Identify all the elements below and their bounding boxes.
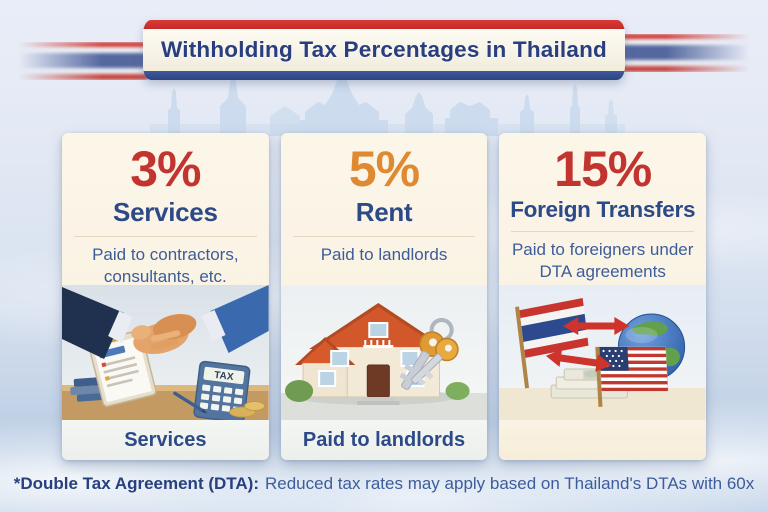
card-title: Services bbox=[113, 196, 218, 227]
ribbon-blue-stripe bbox=[143, 71, 625, 80]
ribbon-tail-left bbox=[16, 42, 148, 80]
ribbon-red-stripe bbox=[143, 20, 625, 29]
card-title: Rent bbox=[355, 196, 413, 227]
ribbon-body: Withholding Tax Percentages in Thailand bbox=[143, 29, 625, 71]
dta-footnote: *Double Tax Agreement (DTA): Reduced tax … bbox=[0, 474, 768, 494]
divider bbox=[511, 230, 695, 232]
house-with-keys-icon bbox=[280, 285, 488, 420]
divider bbox=[74, 235, 257, 237]
bangkok-skyline-silhouette bbox=[150, 73, 625, 136]
card-title: Foreign Transfers bbox=[510, 196, 696, 222]
percent-value: 15% bbox=[554, 141, 652, 197]
card-caption: Services bbox=[62, 420, 269, 460]
divider bbox=[292, 235, 476, 237]
card-services: 3% Services Paid to contractors, consult… bbox=[62, 133, 269, 460]
page-title: Withholding Tax Percentages in Thailand bbox=[161, 37, 607, 62]
ribbon-tail-right bbox=[620, 34, 752, 72]
transfer-arrow-icon bbox=[546, 317, 630, 372]
handshake-icon bbox=[62, 285, 269, 359]
us-flag-icon bbox=[595, 346, 669, 407]
percent-value: 3% bbox=[130, 141, 201, 197]
tax-calculator-icon: TAX bbox=[193, 360, 251, 420]
card-caption bbox=[499, 420, 707, 460]
tax-cards-row: 3% Services Paid to contractors, consult… bbox=[62, 133, 707, 460]
title-banner: Withholding Tax Percentages in Thailand bbox=[0, 10, 768, 82]
keys-icon bbox=[399, 317, 459, 390]
card-subtitle: Paid to contractors, consultants, etc. bbox=[92, 244, 239, 286]
percent-value: 5% bbox=[348, 141, 420, 197]
footnote-text: Reduced tax rates may apply based on Tha… bbox=[265, 474, 755, 493]
footnote-label: *Double Tax Agreement (DTA): bbox=[13, 474, 259, 493]
card-subtitle: Paid to landlords bbox=[320, 244, 448, 264]
title-ribbon: Withholding Tax Percentages in Thailand bbox=[143, 20, 625, 80]
card-foreign-transfers: 15% Foreign Transfers Paid to foreigners… bbox=[499, 133, 707, 460]
thai-flag-icon bbox=[515, 297, 589, 389]
card-rent: 5% Rent Paid to landlords bbox=[280, 133, 488, 460]
thai-us-flags-globe-transfer-icon bbox=[499, 285, 707, 420]
handshake-tax-documents-icon: TAX bbox=[62, 285, 269, 420]
card-caption: Paid to landlords bbox=[280, 420, 488, 460]
svg-text:TAX: TAX bbox=[214, 370, 235, 383]
card-subtitle: Paid to foreigners under DTA agreements bbox=[511, 239, 694, 281]
